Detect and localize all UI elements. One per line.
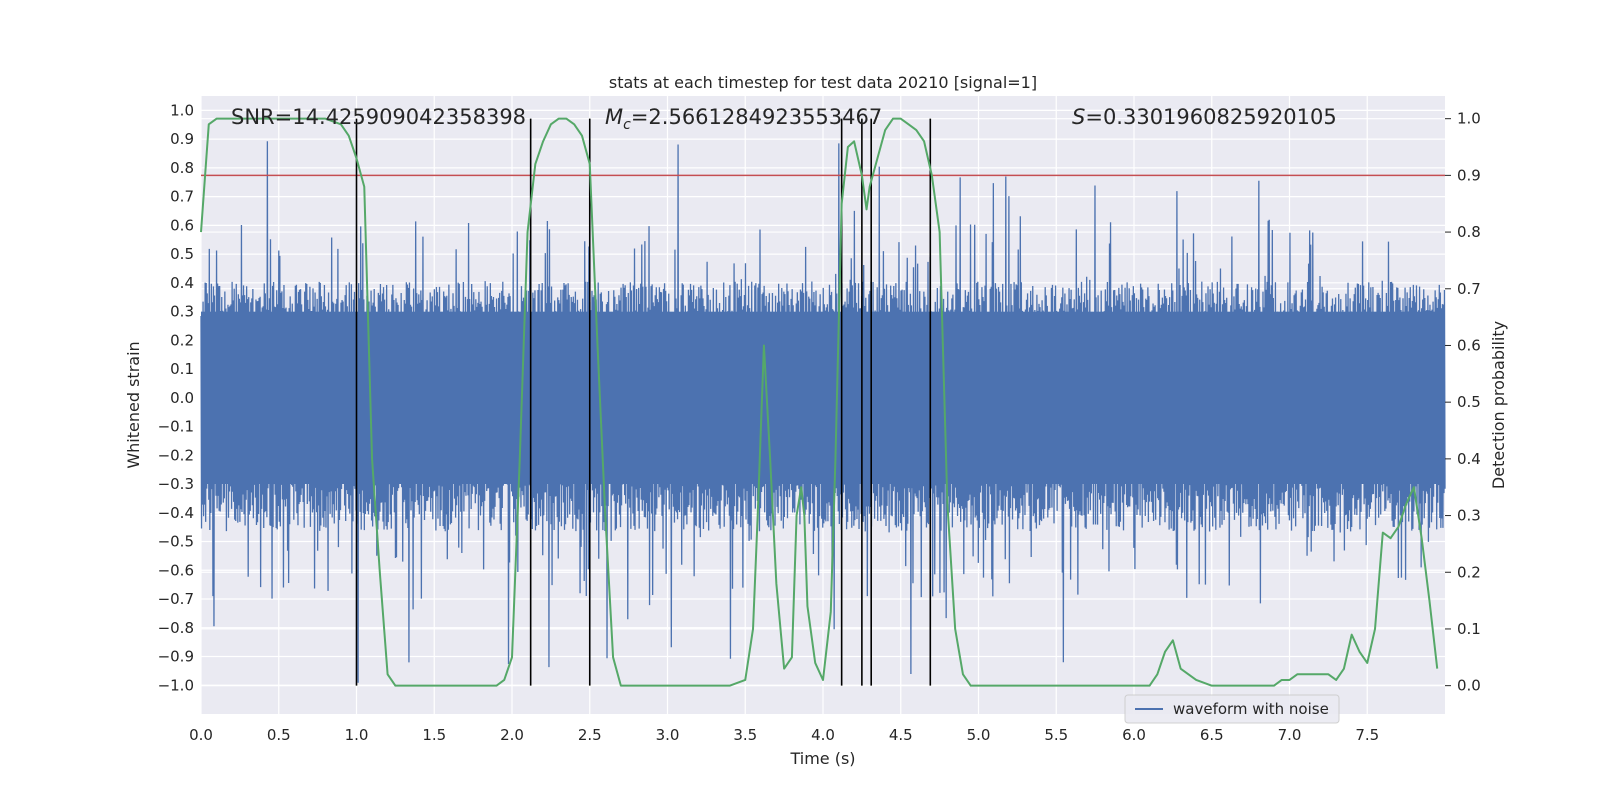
- y-tick-label: 0.0: [170, 389, 194, 407]
- waveform-core: [201, 311, 1445, 485]
- x-tick-label: 5.5: [1044, 726, 1068, 744]
- x-axis-ticks: 0.0 0.5 1.0 1.5 2.0 2.5 3.0 3.5 4.0 4.5 5.0 5.5 6.0 6…: [189, 726, 1379, 744]
- x-tick-label: 1.5: [422, 726, 446, 744]
- spin-symbol: S: [1072, 105, 1085, 129]
- y-tick-label: −0.7: [158, 590, 194, 608]
- x-tick-label: 4.0: [811, 726, 835, 744]
- y-right-tick-label: 0.2: [1457, 563, 1481, 581]
- chirp-mass-annotation: Mc=2.5661284923553467: [605, 105, 882, 133]
- y-tick-label: 0.7: [170, 188, 194, 206]
- x-tick-label: 1.0: [345, 726, 369, 744]
- x-tick-label: 3.0: [656, 726, 680, 744]
- y-tick-label: −0.4: [158, 504, 194, 522]
- chirp-mass-subscript: c: [623, 117, 631, 133]
- y-tick-label: 0.4: [170, 274, 194, 292]
- chirp-mass-symbol: M: [605, 105, 623, 129]
- y-tick-label: 0.2: [170, 331, 194, 349]
- chart-title: stats at each timestep for test data 202…: [609, 73, 1037, 92]
- y-tick-label: −0.9: [158, 648, 194, 666]
- y-tick-label: −0.5: [158, 533, 194, 551]
- y-tick-label: −0.3: [158, 475, 194, 493]
- x-tick-label: 3.5: [733, 726, 757, 744]
- x-tick-label: 6.0: [1122, 726, 1146, 744]
- x-axis-label: Time (s): [789, 749, 855, 768]
- x-tick-label: 2.0: [500, 726, 524, 744]
- y-tick-label: 0.5: [170, 245, 194, 263]
- y-right-tick-label: 0.9: [1457, 166, 1481, 184]
- y-axis-label: Whitened strain: [124, 341, 143, 468]
- y-tick-label: −1.0: [158, 676, 194, 694]
- y-tick-label: −0.1: [158, 418, 194, 436]
- spin-annotation: S=0.3301960825920105: [1072, 105, 1337, 129]
- x-tick-label: 2.5: [578, 726, 602, 744]
- x-tick-label: 4.5: [889, 726, 913, 744]
- x-tick-label: 5.0: [967, 726, 991, 744]
- y-tick-label: 1.0: [170, 101, 194, 119]
- y-tick-label: 0.9: [170, 130, 194, 148]
- legend: waveform with noise: [1124, 694, 1340, 724]
- y-right-tick-label: 0.5: [1457, 393, 1481, 411]
- y-axis-ticks: 1.0 0.9 0.8 0.7 0.6 0.5 0.4 0.3 0.2 0.1 0.0 −0.1 −0.…: [158, 101, 194, 694]
- y-right-tick-label: 0.8: [1457, 223, 1481, 241]
- y-tick-label: −0.6: [158, 561, 194, 579]
- spin-value: =0.3301960825920105: [1085, 105, 1336, 129]
- snr-annotation: SNR=14.425909042358398: [231, 105, 526, 129]
- y-right-tick-label: 0.7: [1457, 280, 1481, 298]
- y-right-tick-label: 0.6: [1457, 336, 1481, 354]
- y-tick-label: 0.3: [170, 303, 194, 321]
- x-tick-label: 6.5: [1200, 726, 1224, 744]
- y-right-tick-label: 0.4: [1457, 450, 1481, 468]
- y-tick-label: 0.1: [170, 360, 194, 378]
- y-right-tick-label: 0.3: [1457, 507, 1481, 525]
- legend-box: [1124, 694, 1340, 724]
- probability-series: [200, 117, 1439, 687]
- x-tick-label: 7.5: [1355, 726, 1379, 744]
- y-tick-label: −0.8: [158, 619, 194, 637]
- y-right-tick-label: 1.0: [1457, 110, 1481, 128]
- legend-label: waveform with noise: [1173, 700, 1329, 718]
- y-right-tick-label: 0.0: [1457, 677, 1481, 695]
- y-tick-label: 0.8: [170, 159, 194, 177]
- y-right-axis-label: Detection probability: [1489, 321, 1508, 489]
- probability-line: [200, 117, 1439, 687]
- y-tick-label: −0.2: [158, 446, 194, 464]
- x-tick-label: 0.0: [189, 726, 213, 744]
- y-right-tick-label: 0.1: [1457, 620, 1481, 638]
- y-tick-label: 0.6: [170, 216, 194, 234]
- x-tick-label: 7.0: [1278, 726, 1302, 744]
- y-right-axis-ticks: 1.0 0.9 0.8 0.7 0.6 0.5 0.4 0.3 0.2 0.1 0.0: [1445, 110, 1481, 695]
- chirp-mass-value: =2.5661284923553467: [631, 105, 882, 129]
- x-tick-label: 0.5: [267, 726, 291, 744]
- waveform-series: [200, 141, 1446, 683]
